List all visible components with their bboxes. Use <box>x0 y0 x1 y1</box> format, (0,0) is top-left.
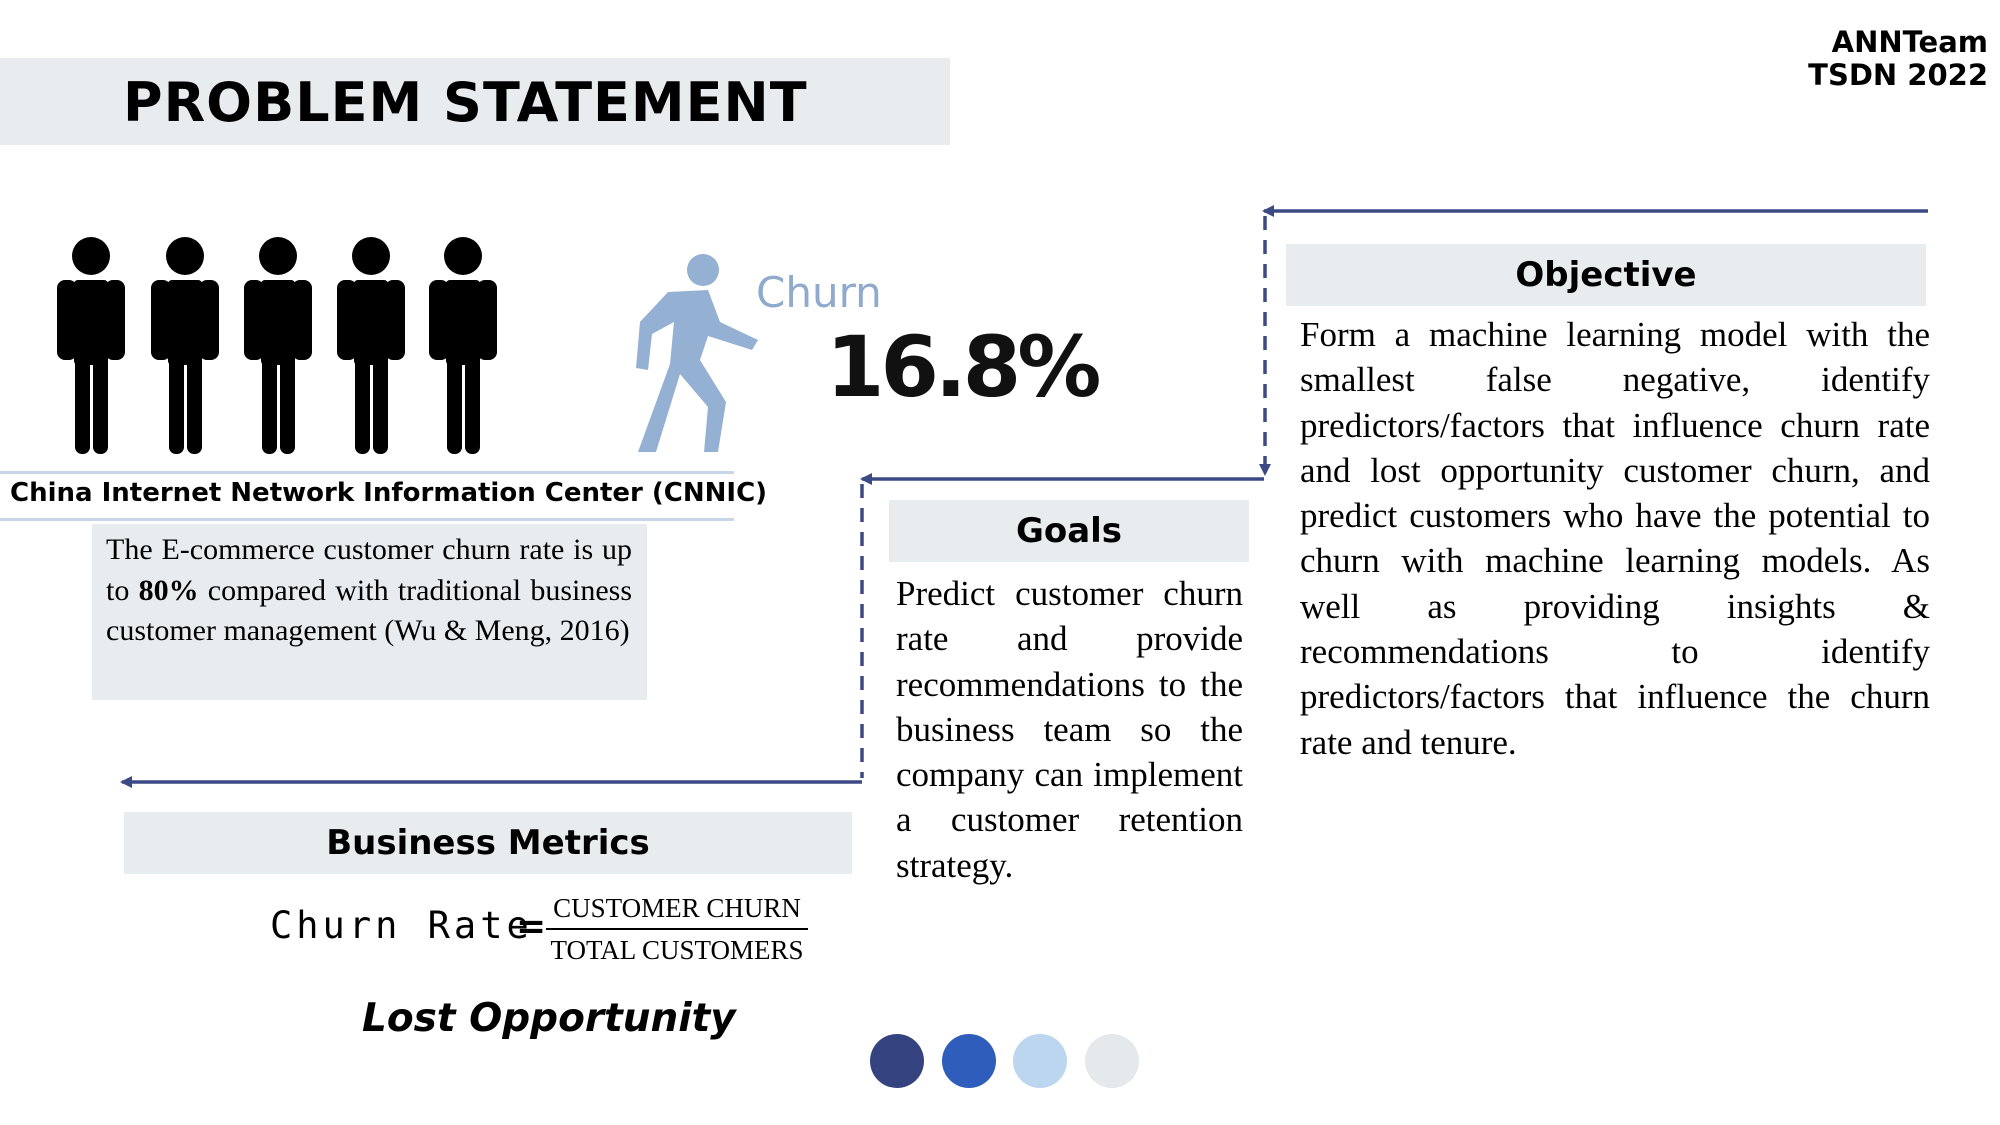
walking-person-icon <box>636 254 758 452</box>
objective-text: Form a machine learning model with the s… <box>1300 315 1930 762</box>
divider-bottom <box>0 518 734 521</box>
formula-equals: = <box>516 906 547 947</box>
cnnic-box <box>92 524 647 700</box>
page-dot <box>942 1034 996 1088</box>
page-dot <box>1085 1034 1139 1088</box>
cnnic-text-start: The E-commerce customer churn rate is up… <box>106 533 632 607</box>
page-dot <box>870 1034 924 1088</box>
page-dot <box>1013 1034 1067 1088</box>
cnnic-text: The E-commerce customer churn rate is up… <box>106 530 632 652</box>
team-label: ANNTeam TSDN 2022 <box>1808 26 1988 92</box>
churn-label: Churn <box>756 268 882 317</box>
business-metrics-heading: Business Metrics <box>124 812 852 874</box>
cnnic-text-end: compared with traditional business custo… <box>106 573 633 648</box>
title-band <box>0 58 950 145</box>
goals-text: Predict customer churn rate and provide … <box>896 574 1243 885</box>
churn-value: 16.8% <box>826 318 1101 416</box>
lost-opportunity-label: Lost Opportunity <box>362 996 736 1041</box>
formula-label: Churn Rate <box>270 904 533 947</box>
divider-top <box>0 471 734 474</box>
formula-fraction: CUSTOMER CHURN TOTAL CUSTOMERS <box>546 890 808 968</box>
event-name: TSDN 2022 <box>1808 58 1988 92</box>
formula-denominator: TOTAL CUSTOMERS <box>550 935 804 965</box>
team-name: ANNTeam <box>1831 25 1988 59</box>
cnnic-source: China Internet Network Information Cente… <box>10 478 768 508</box>
churn-highlight: 80% <box>138 573 199 607</box>
fraction-bar <box>546 928 808 930</box>
page-title: PROBLEM STATEMENT <box>123 71 808 134</box>
formula-numerator: CUSTOMER CHURN <box>553 893 801 923</box>
objective-heading: Objective <box>1286 244 1926 306</box>
goals-heading: Goals <box>889 500 1249 562</box>
